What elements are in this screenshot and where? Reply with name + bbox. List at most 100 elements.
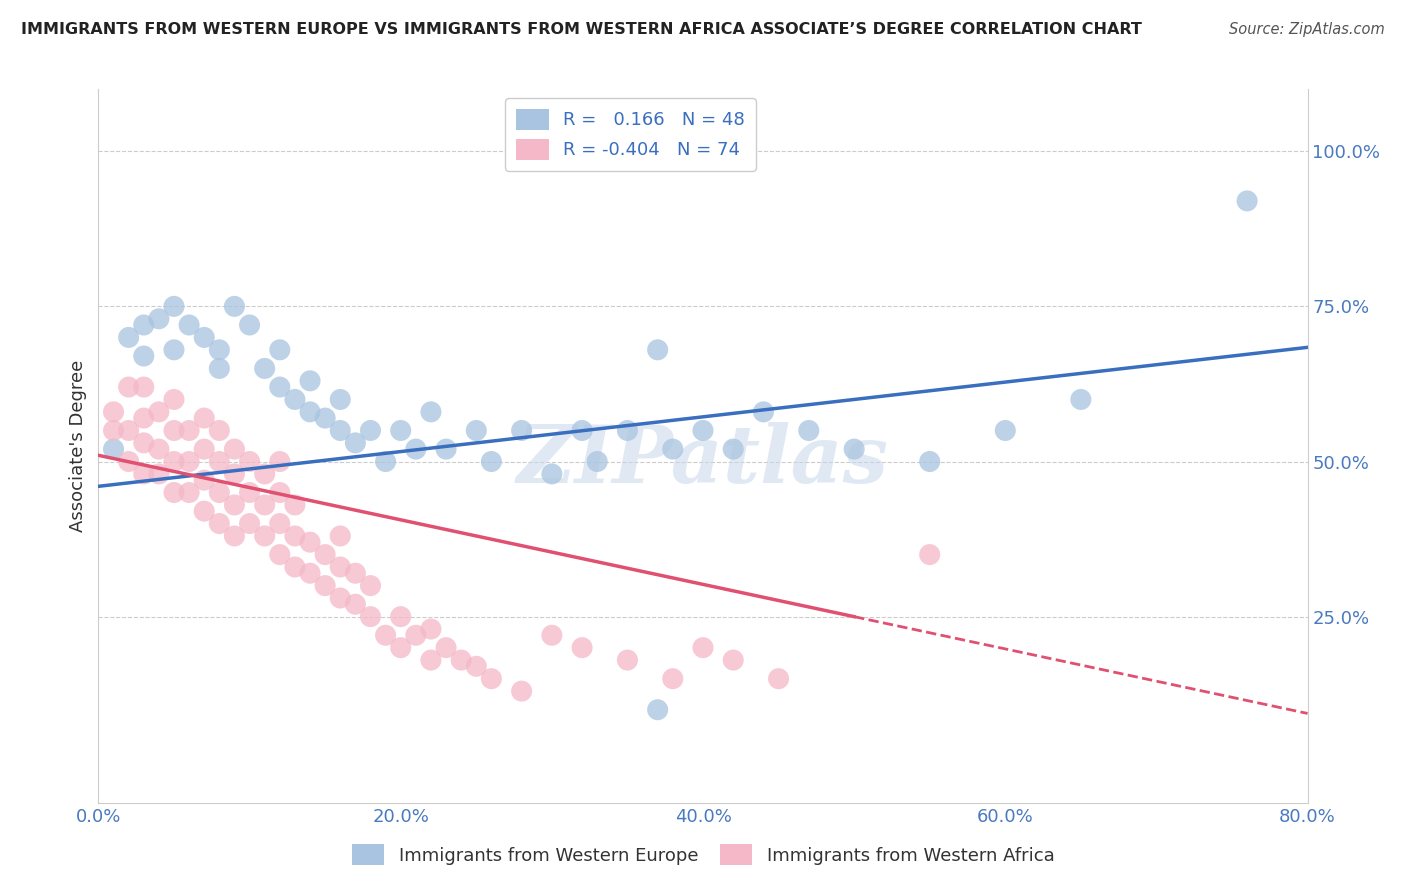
Point bbox=[118, 454, 141, 468]
Point bbox=[1070, 392, 1092, 407]
Y-axis label: Associate's Degree: Associate's Degree bbox=[69, 359, 87, 533]
Point bbox=[148, 442, 170, 456]
Point bbox=[692, 424, 714, 438]
Point bbox=[420, 405, 443, 419]
Point bbox=[224, 442, 246, 456]
Point bbox=[163, 392, 186, 407]
Point bbox=[647, 703, 669, 717]
Point bbox=[405, 442, 427, 456]
Text: IMMIGRANTS FROM WESTERN EUROPE VS IMMIGRANTS FROM WESTERN AFRICA ASSOCIATE’S DEG: IMMIGRANTS FROM WESTERN EUROPE VS IMMIGR… bbox=[21, 22, 1142, 37]
Point bbox=[661, 672, 683, 686]
Point bbox=[360, 424, 382, 438]
Point bbox=[314, 579, 336, 593]
Point bbox=[434, 640, 457, 655]
Point bbox=[918, 548, 941, 562]
Point bbox=[269, 516, 291, 531]
Point bbox=[208, 485, 231, 500]
Point bbox=[360, 609, 382, 624]
Point bbox=[269, 380, 291, 394]
Point bbox=[253, 529, 276, 543]
Point bbox=[224, 467, 246, 481]
Point bbox=[299, 535, 322, 549]
Point bbox=[179, 424, 201, 438]
Point bbox=[284, 560, 307, 574]
Text: ZIPatlas: ZIPatlas bbox=[517, 422, 889, 499]
Point bbox=[179, 485, 201, 500]
Point bbox=[163, 485, 186, 500]
Point bbox=[405, 628, 427, 642]
Point bbox=[314, 411, 336, 425]
Point bbox=[571, 424, 593, 438]
Point bbox=[389, 609, 412, 624]
Point bbox=[239, 454, 262, 468]
Point bbox=[420, 653, 443, 667]
Point bbox=[118, 380, 141, 394]
Point bbox=[284, 498, 307, 512]
Point bbox=[360, 579, 382, 593]
Point bbox=[329, 560, 352, 574]
Point bbox=[239, 516, 262, 531]
Point bbox=[510, 424, 533, 438]
Legend: Immigrants from Western Europe, Immigrants from Western Africa: Immigrants from Western Europe, Immigran… bbox=[344, 837, 1062, 872]
Point bbox=[510, 684, 533, 698]
Point bbox=[224, 299, 246, 313]
Point bbox=[132, 436, 155, 450]
Point bbox=[450, 653, 472, 667]
Point bbox=[692, 640, 714, 655]
Point bbox=[374, 628, 396, 642]
Point bbox=[616, 653, 638, 667]
Point bbox=[344, 566, 367, 581]
Point bbox=[148, 405, 170, 419]
Point bbox=[239, 318, 262, 332]
Point bbox=[208, 516, 231, 531]
Point bbox=[571, 640, 593, 655]
Point bbox=[208, 343, 231, 357]
Point bbox=[768, 672, 790, 686]
Point bbox=[344, 436, 367, 450]
Point bbox=[586, 454, 609, 468]
Point bbox=[132, 318, 155, 332]
Point bbox=[752, 405, 775, 419]
Point bbox=[132, 467, 155, 481]
Point bbox=[239, 485, 262, 500]
Point bbox=[344, 597, 367, 611]
Point bbox=[179, 454, 201, 468]
Point bbox=[647, 343, 669, 357]
Point bbox=[132, 380, 155, 394]
Point bbox=[193, 330, 215, 344]
Point bbox=[269, 454, 291, 468]
Point bbox=[224, 529, 246, 543]
Point bbox=[208, 454, 231, 468]
Point bbox=[844, 442, 866, 456]
Point bbox=[193, 411, 215, 425]
Point bbox=[103, 424, 125, 438]
Point bbox=[481, 672, 503, 686]
Point bbox=[329, 529, 352, 543]
Point bbox=[179, 318, 201, 332]
Point bbox=[314, 548, 336, 562]
Point bbox=[253, 498, 276, 512]
Point bbox=[434, 442, 457, 456]
Point bbox=[723, 442, 745, 456]
Point bbox=[253, 467, 276, 481]
Point bbox=[253, 361, 276, 376]
Point bbox=[208, 424, 231, 438]
Point bbox=[540, 467, 562, 481]
Point bbox=[269, 485, 291, 500]
Point bbox=[661, 442, 683, 456]
Point bbox=[148, 311, 170, 326]
Point bbox=[329, 424, 352, 438]
Point bbox=[193, 473, 215, 487]
Point bbox=[420, 622, 443, 636]
Point bbox=[723, 653, 745, 667]
Point bbox=[284, 529, 307, 543]
Point bbox=[299, 405, 322, 419]
Point bbox=[103, 405, 125, 419]
Point bbox=[1236, 194, 1258, 208]
Point bbox=[299, 374, 322, 388]
Text: Source: ZipAtlas.com: Source: ZipAtlas.com bbox=[1229, 22, 1385, 37]
Point bbox=[481, 454, 503, 468]
Point bbox=[269, 343, 291, 357]
Point bbox=[224, 498, 246, 512]
Point bbox=[994, 424, 1017, 438]
